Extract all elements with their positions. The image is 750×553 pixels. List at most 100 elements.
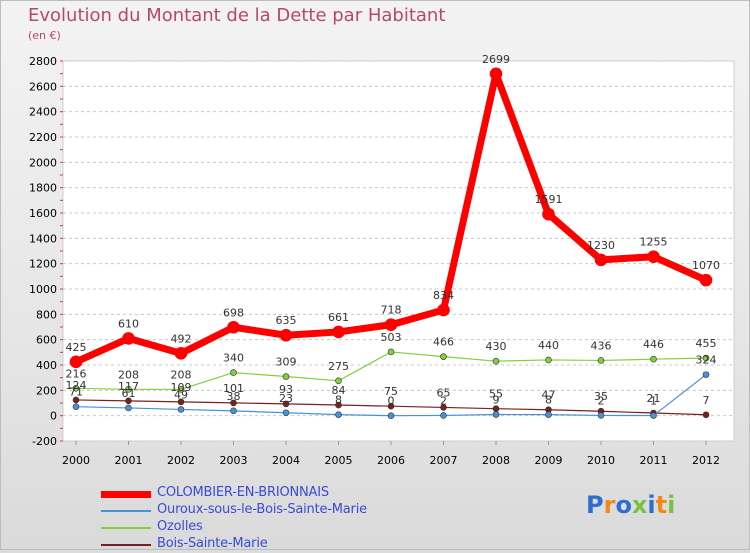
data-label: 1255	[640, 236, 668, 249]
legend-label: Bois-Sainte-Marie	[157, 536, 268, 551]
data-label: 1591	[535, 193, 563, 206]
data-label: 503	[381, 331, 402, 344]
y-tick-label: 2000	[29, 156, 57, 169]
y-tick-label: -200	[32, 435, 57, 448]
y-tick-label: 1600	[29, 207, 57, 220]
line-chart: -200 0 200 400 600 800 1000 1200 1400 1600 1800 200…	[29, 53, 735, 467]
data-point	[384, 318, 398, 332]
data-label: 8	[335, 394, 342, 407]
data-point	[492, 411, 500, 418]
legend-label: COLOMBIER-EN-BRIONNAIS	[157, 485, 329, 500]
data-label: 49	[174, 388, 188, 401]
data-label: 55	[489, 388, 503, 401]
x-tick-label: 2010	[587, 454, 615, 467]
data-point	[647, 250, 660, 263]
data-point	[597, 412, 605, 419]
data-point	[702, 371, 710, 378]
data-label: 492	[171, 332, 192, 345]
data-point	[545, 356, 552, 364]
data-label: 21	[647, 392, 661, 405]
data-point	[440, 412, 447, 419]
data-point	[282, 373, 290, 380]
y-tick-label: 2200	[29, 131, 57, 144]
data-label: 324	[696, 354, 717, 367]
x-tick-label: 2003	[220, 454, 248, 467]
data-label: 109	[171, 381, 192, 394]
x-tick-label: 2004	[272, 454, 300, 467]
data-point	[542, 207, 555, 221]
plot-area	[62, 60, 735, 442]
data-label: 2	[440, 394, 447, 407]
data-point	[702, 411, 710, 419]
legend-swatch	[101, 527, 151, 529]
data-label: 101	[223, 382, 244, 395]
data-label: 718	[381, 304, 402, 317]
data-point	[282, 400, 290, 408]
data-label: 124	[66, 379, 87, 392]
data-label: 84	[332, 384, 346, 397]
y-tick-label: 0	[50, 410, 57, 423]
data-point	[279, 328, 293, 342]
data-point	[282, 409, 290, 417]
legend-label: Ouroux-sous-le-Bois-Sainte-Marie	[157, 502, 367, 517]
x-tick-label: 2012	[692, 454, 720, 467]
data-label: 275	[328, 360, 349, 373]
data-label: 117	[118, 380, 139, 393]
data-label: 834	[433, 289, 454, 302]
data-label: 466	[433, 336, 454, 349]
data-label: 8	[545, 394, 552, 407]
x-tick-label: 2005	[325, 454, 353, 467]
x-tick-label: 2006	[377, 454, 405, 467]
data-label: 1070	[692, 259, 720, 272]
data-point	[177, 406, 185, 413]
legend-swatch	[101, 490, 151, 498]
data-point	[332, 325, 345, 339]
data-label: 75	[384, 385, 398, 398]
data-label: 1	[650, 395, 657, 408]
data-label: 7	[703, 394, 710, 407]
data-point	[489, 67, 503, 81]
data-label: 71	[69, 386, 83, 399]
data-point	[387, 412, 395, 419]
data-label: 425	[66, 341, 87, 354]
y-tick-label: 400	[36, 359, 57, 372]
x-tick-label: 2000	[62, 454, 90, 467]
data-point	[335, 411, 342, 418]
legend-swatch	[101, 544, 151, 546]
data-point	[125, 404, 132, 412]
data-point	[437, 303, 450, 317]
data-label: 208	[171, 368, 192, 381]
data-label: 23	[279, 392, 293, 405]
y-tick-label: 2800	[29, 55, 57, 68]
y-tick-label: 1800	[29, 182, 57, 195]
data-point	[177, 398, 185, 406]
y-tick-label: 1200	[29, 258, 57, 271]
legend-label: Ozolles	[157, 519, 203, 534]
data-label: 340	[223, 352, 244, 365]
data-label: 65	[437, 386, 451, 399]
data-point	[122, 332, 135, 345]
data-point	[125, 386, 132, 393]
data-point	[69, 355, 83, 369]
data-point	[650, 412, 657, 419]
data-label: 309	[276, 356, 297, 369]
data-label: 430	[486, 340, 507, 353]
x-tick-label: 2007	[430, 454, 458, 467]
data-label: 216	[66, 367, 87, 380]
data-point	[72, 385, 80, 392]
x-tick-label: 2001	[115, 454, 143, 467]
data-point	[227, 320, 240, 334]
x-tick-label: 2011	[640, 454, 668, 467]
data-label: 2	[598, 394, 605, 407]
data-label: 455	[696, 337, 717, 350]
data-point	[545, 411, 552, 418]
data-point	[440, 404, 447, 411]
data-point	[177, 386, 185, 393]
data-label: 436	[591, 339, 612, 352]
data-label: 0	[388, 395, 395, 408]
data-label: 2699	[482, 53, 510, 66]
y-tick-label: 1000	[29, 283, 57, 296]
data-point	[650, 355, 657, 363]
data-point	[702, 354, 710, 362]
